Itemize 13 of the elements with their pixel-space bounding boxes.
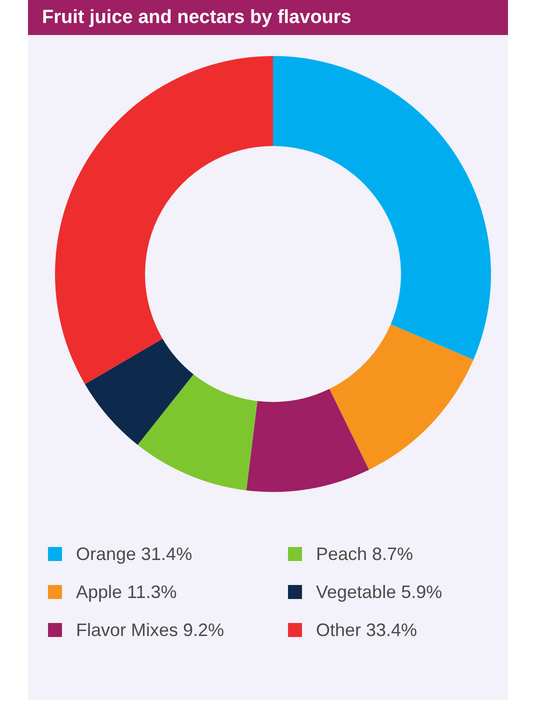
donut-slice bbox=[273, 56, 491, 360]
legend-label: Orange 31.4% bbox=[76, 544, 192, 564]
donut-slice bbox=[55, 56, 273, 384]
chart-title: Fruit juice and nectars by flavours bbox=[28, 0, 508, 35]
legend-label: Peach 8.7% bbox=[316, 544, 414, 564]
legend-label: Vegetable 5.9% bbox=[316, 582, 442, 602]
donut-slice bbox=[138, 374, 258, 490]
donut-slice bbox=[329, 324, 474, 470]
donut-slice bbox=[84, 338, 194, 445]
legend-label: Apple 11.3% bbox=[76, 582, 177, 602]
legend-label: Other 33.4% bbox=[316, 620, 418, 640]
donut-slice bbox=[246, 388, 369, 492]
legend-label: Flavor Mixes 9.2% bbox=[76, 620, 224, 640]
